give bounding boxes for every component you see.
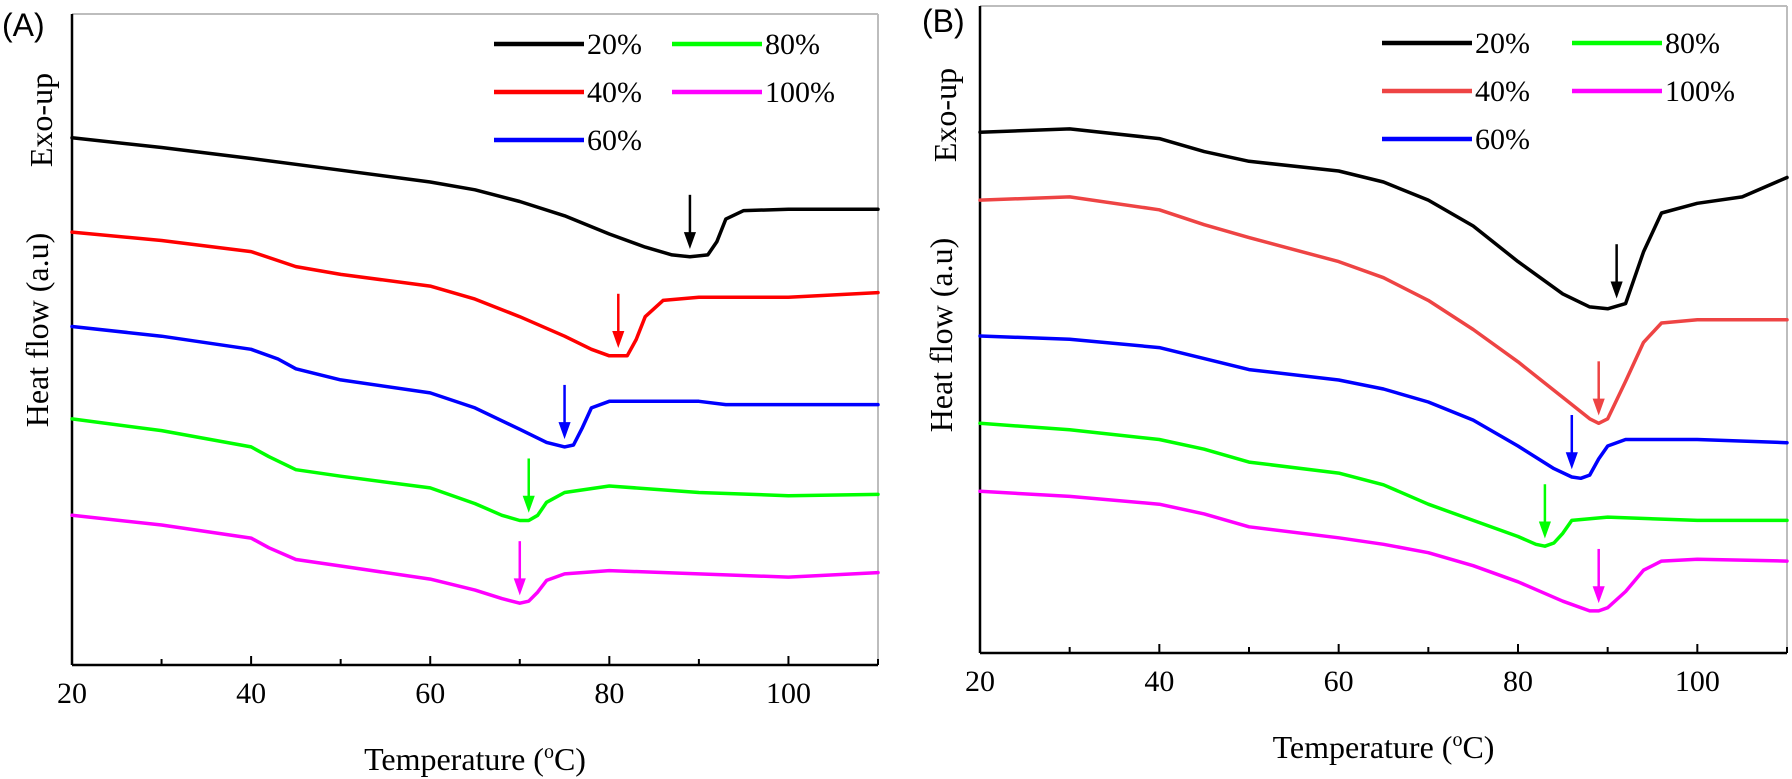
legend-label: 20% [587,28,642,61]
series-line-0 [70,135,880,259]
series-line-1 [70,230,880,358]
legend-label: 80% [765,28,820,61]
series-line-2 [978,334,1789,481]
y-axis-title: Heat flow (a.u) [923,238,959,433]
transition-arrow-head [612,331,625,349]
legend-label: 60% [1475,123,1530,156]
x-tick-label: 100 [1675,665,1720,698]
transition-arrow-head [1565,452,1578,470]
x-tick-label: 40 [1144,665,1174,698]
legend-label: 60% [587,124,642,157]
panel-a: 20 40 60 80 100 Temperature (oC) Heat flow (a.… [2,7,880,777]
x-tick-label: 80 [594,677,624,710]
transition-arrow-head [1592,398,1605,416]
legend-label: 40% [587,76,642,109]
x-axis-title-unit: C) [1462,729,1494,765]
transition-arrow-head [513,578,526,596]
series-line-3 [978,421,1789,548]
legend-label: 20% [1475,27,1530,60]
panel-label: (B) [922,3,965,39]
y-axis-exo-up-label: Exo-up [23,73,59,167]
legend-label: 80% [1665,27,1720,60]
x-axis-title-main: Temperature ( [1273,729,1453,765]
series-line-4 [978,489,1789,613]
x-tick-label: 20 [57,677,87,710]
legend-label: 100% [1665,75,1735,108]
x-axis-title-main: Temperature ( [364,741,544,777]
legend-label: 100% [765,76,835,109]
series-line-1 [978,195,1789,426]
x-axis-title: Temperature (oC) [364,741,586,777]
x-tick-label: 100 [766,677,811,710]
transition-arrow-head [1592,586,1605,604]
series-line-3 [70,417,880,523]
x-tick-label: 80 [1503,665,1533,698]
x-axis-title-superscript: o [544,741,554,763]
x-axis-title-superscript: o [1452,729,1462,751]
y-axis-exo-up-label: Exo-up [927,68,963,162]
x-tick-label: 20 [965,665,995,698]
y-axis-title: Heat flow (a.u) [19,233,55,428]
series-line-4 [70,513,880,605]
transition-arrow-head [522,495,535,513]
x-axis-title: Temperature (oC) [1273,729,1495,765]
transition-arrow-head [1538,521,1551,539]
transition-arrow-head [558,422,571,440]
panel-b: 20 40 60 80 100 Temperature (oC) Heat flow (a.… [922,3,1789,765]
x-tick-label: 60 [415,677,445,710]
x-axis-title-unit: C) [554,741,586,777]
panel-label: (A) [2,7,45,43]
transition-arrow-head [1610,281,1623,299]
series-line-2 [70,324,880,449]
transition-arrow-head [683,232,696,250]
legend-label: 40% [1475,75,1530,108]
series-line-0 [978,127,1789,311]
x-tick-label: 40 [236,677,266,710]
x-tick-label: 60 [1324,665,1354,698]
